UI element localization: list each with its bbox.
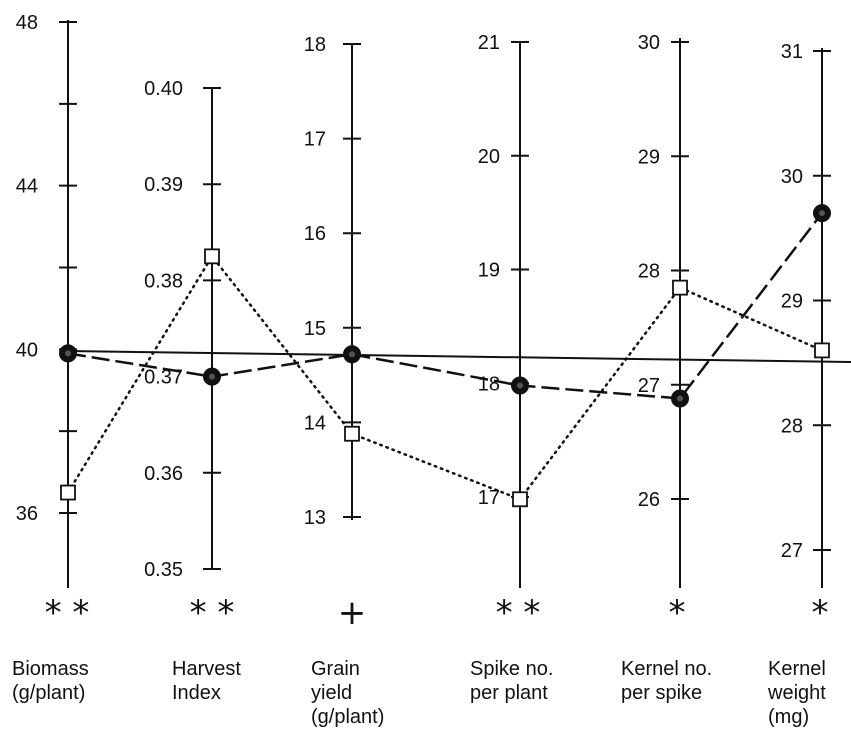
marker-circle-highlight <box>209 373 215 380</box>
tick-label: 21 <box>478 32 500 54</box>
tick-label: 14 <box>304 412 326 434</box>
tick-label: 17 <box>478 487 500 509</box>
marker-open-square <box>512 491 528 508</box>
tick-label: 30 <box>638 32 660 54</box>
reference-line <box>67 350 851 363</box>
tick-label: 31 <box>781 41 803 63</box>
axis-title-line: Spike no. <box>470 658 553 680</box>
axis-title-line: Biomass <box>12 658 89 680</box>
axis-title-line: (g/plant) <box>311 706 384 728</box>
tick-label: 16 <box>304 223 326 245</box>
tick-label: 40 <box>16 339 38 361</box>
tick-label: 15 <box>304 318 326 340</box>
marker-open-square <box>344 425 360 442</box>
axis-title-line: Grain <box>311 658 360 680</box>
marker-circle-highlight <box>65 350 71 357</box>
axis-title-line: Kernel <box>768 658 826 680</box>
tick-label: 0.36 <box>144 463 183 485</box>
tick-label: 19 <box>478 260 500 282</box>
axis-title-line: Kernel no. <box>621 658 712 680</box>
lines-layer <box>66 212 851 501</box>
tick-label: 27 <box>781 540 803 562</box>
tick-label: 28 <box>638 261 660 283</box>
significance-mark: * * <box>190 593 235 633</box>
tick-label: 28 <box>781 415 803 437</box>
axis-title-line: per plant <box>470 682 548 704</box>
significance-mark: * <box>812 593 829 633</box>
tick-label: 44 <box>16 176 38 198</box>
axis-title-line: Index <box>172 682 221 704</box>
marker-open-square <box>672 279 688 296</box>
tick-label: 27 <box>638 375 660 397</box>
axis-title-line: Harvest <box>172 658 241 680</box>
tick-label: 20 <box>478 146 500 168</box>
tick-label: 0.40 <box>144 78 183 100</box>
marker-circle-highlight <box>677 395 683 402</box>
tick-label: 0.37 <box>144 367 183 389</box>
marker-circle-highlight <box>819 210 825 217</box>
axis-title-line: yield <box>311 682 352 704</box>
tick-label: 30 <box>781 166 803 188</box>
axis-title-line: per spike <box>621 682 702 704</box>
axis-title-line: (mg) <box>768 706 809 728</box>
tick-label: 29 <box>781 291 803 313</box>
tick-label: 17 <box>304 129 326 151</box>
axis-title-line: weight <box>767 682 826 704</box>
markers-layer <box>59 204 831 508</box>
series-line-dashed <box>67 212 823 400</box>
tick-label: 0.39 <box>144 174 183 196</box>
tick-label: 13 <box>304 507 326 529</box>
marker-open-square <box>60 484 76 501</box>
axis-title-line: (g/plant) <box>12 682 85 704</box>
significance-mark: * * <box>496 593 541 633</box>
significance-mark: * <box>669 593 686 633</box>
tick-label: 18 <box>478 373 500 395</box>
tick-label: 29 <box>638 146 660 168</box>
significance-mark: + <box>338 593 367 633</box>
marker-circle-highlight <box>517 382 523 389</box>
marker-open-square <box>814 342 830 359</box>
series-line-dotted <box>66 254 824 501</box>
tick-label: 18 <box>304 34 326 56</box>
tick-label: 0.35 <box>144 559 183 581</box>
tick-label: 36 <box>16 503 38 525</box>
tick-label: 48 <box>16 12 38 34</box>
tick-label: 26 <box>638 489 660 511</box>
significance-mark: * * <box>45 593 90 633</box>
tick-label: 0.38 <box>144 270 183 292</box>
marker-open-square <box>204 248 220 265</box>
marker-circle-highlight <box>349 351 355 358</box>
